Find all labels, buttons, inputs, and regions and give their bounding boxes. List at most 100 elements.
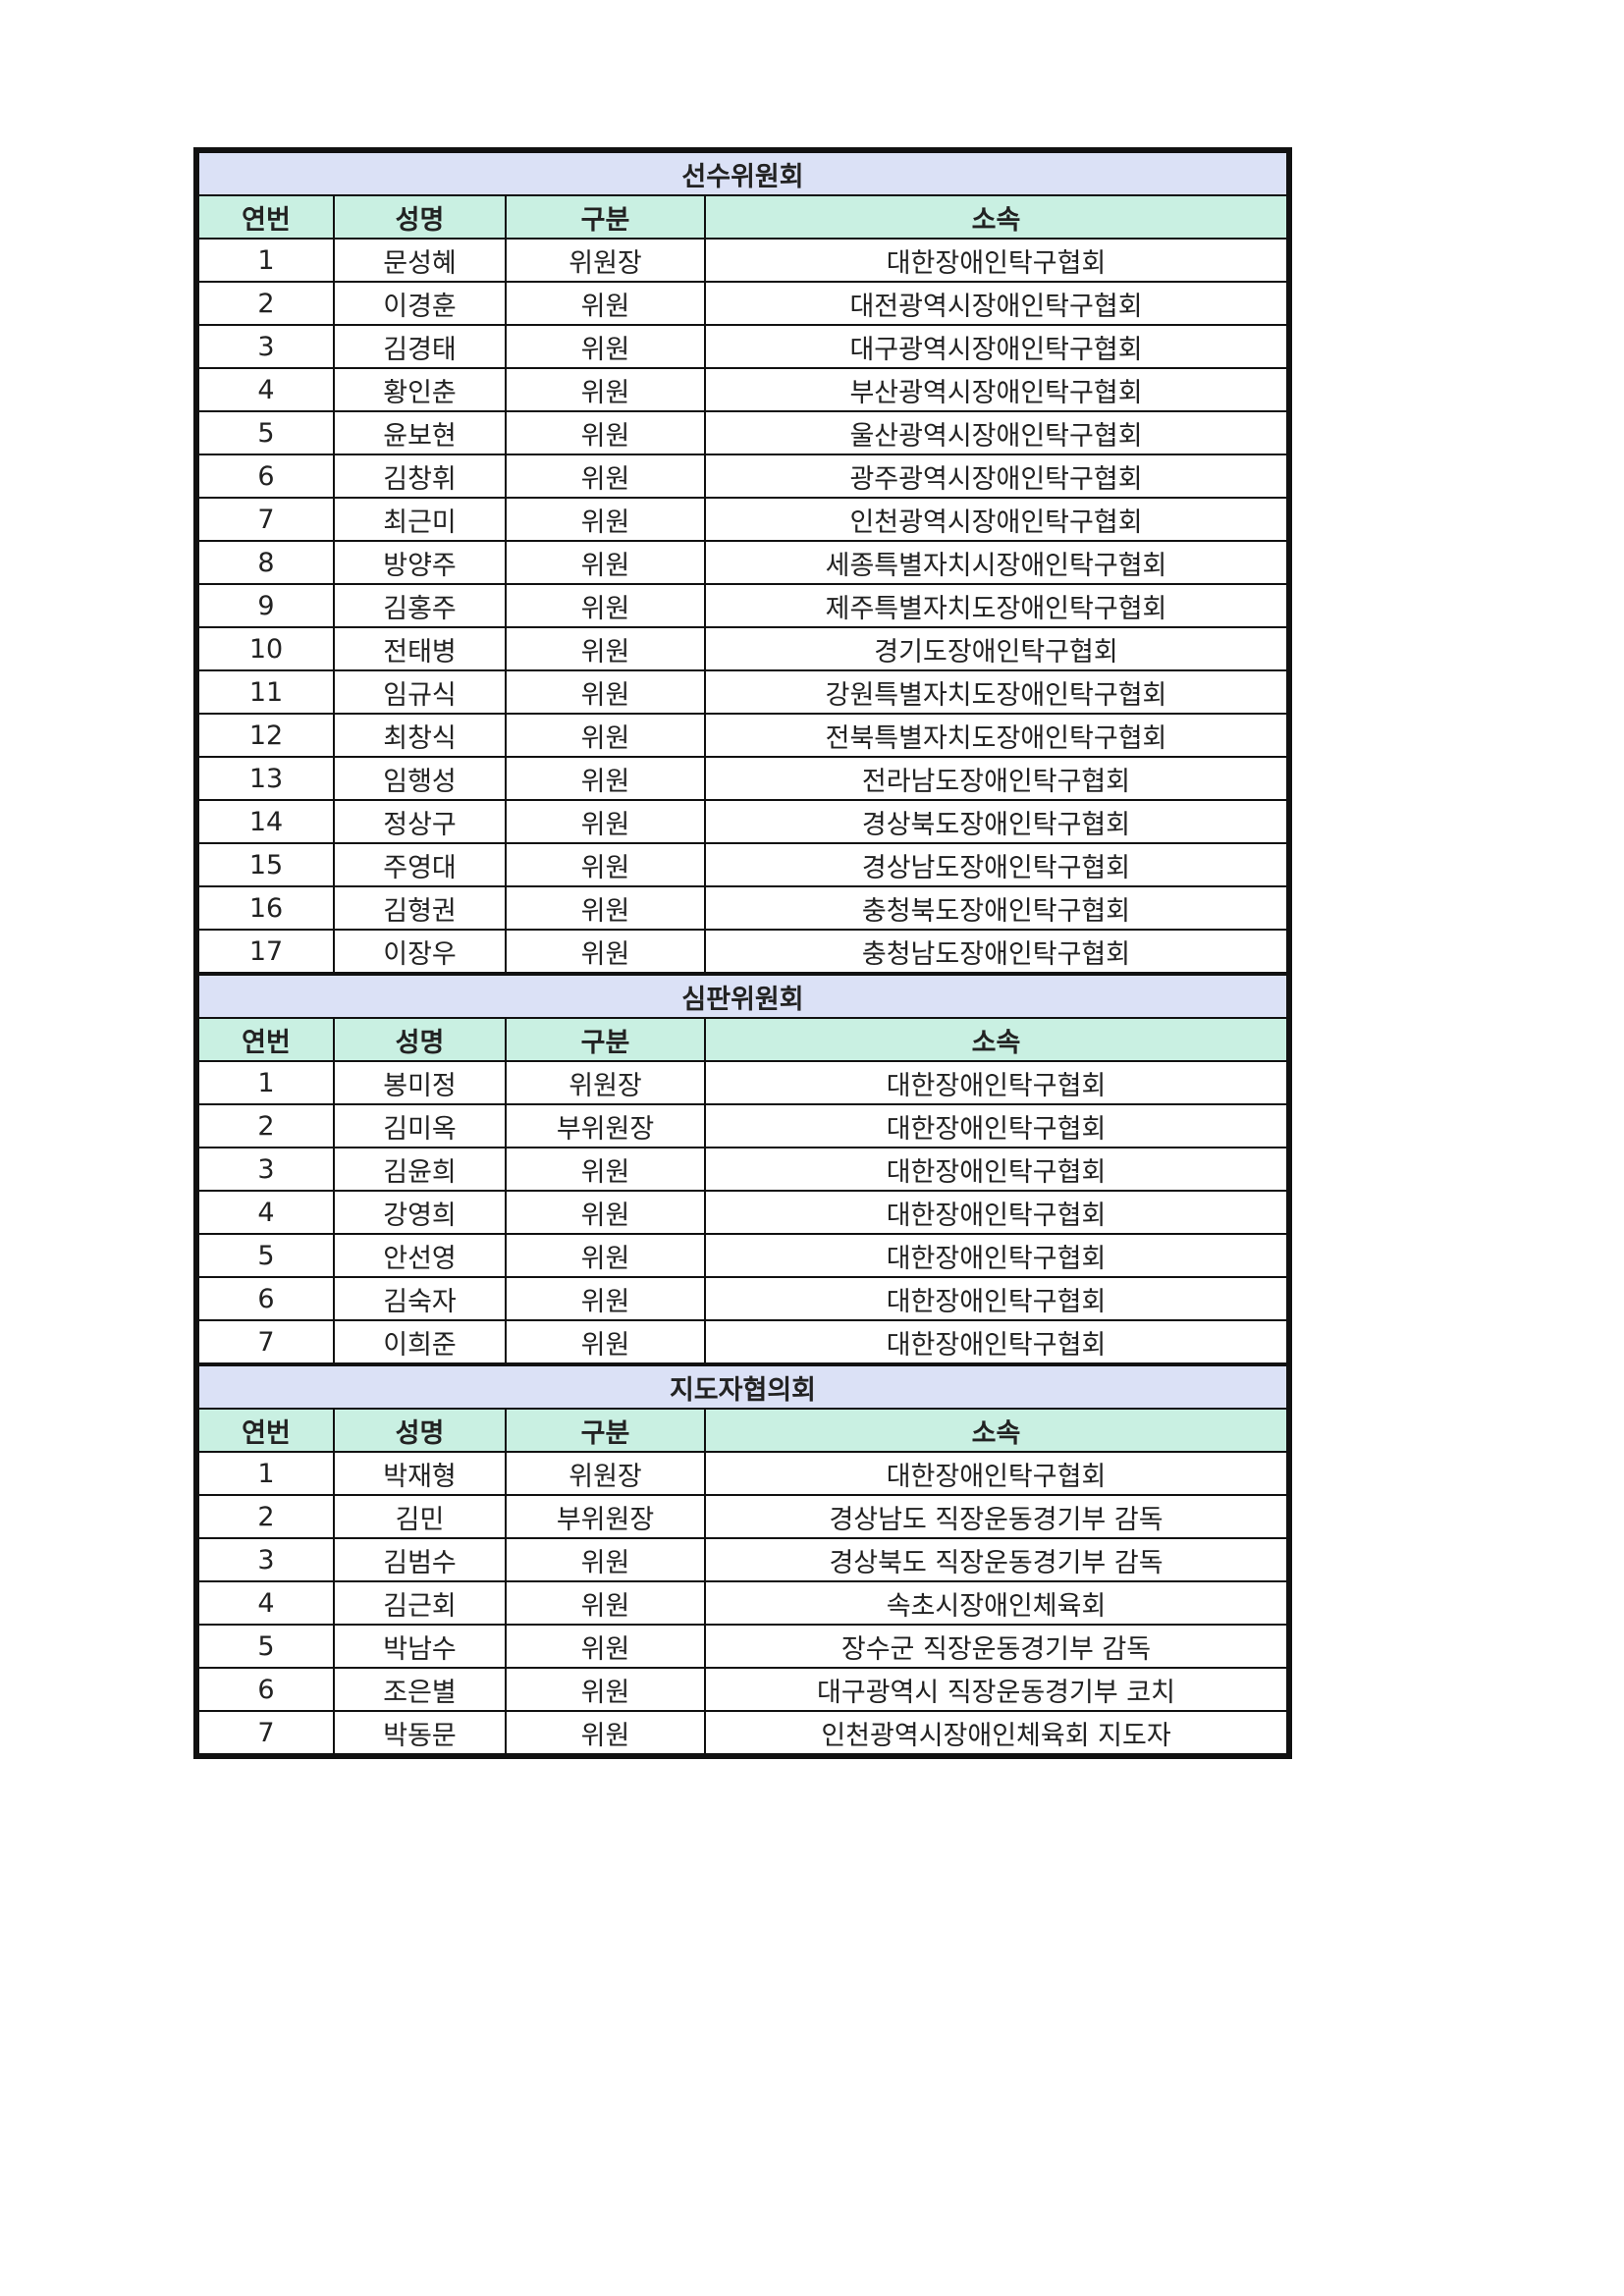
cell-number: 5	[197, 410, 335, 455]
cell-affiliation: 대구광역시 직장운동경기부 코치	[704, 1667, 1288, 1712]
cell-affiliation: 부산광역시장애인탁구협회	[704, 367, 1288, 412]
cell-name: 황인춘	[333, 367, 507, 412]
table-row: 6 김숙자 위원 대한장애인탁구협회	[197, 1276, 1288, 1321]
cell-name: 정상구	[333, 799, 507, 844]
cell-role: 위원	[505, 497, 706, 542]
column-header-row: 연번 성명 구분 소속	[197, 1017, 1288, 1062]
cell-role: 위원	[505, 1147, 706, 1192]
cell-role: 위원	[505, 540, 706, 585]
cell-role: 부위원장	[505, 1494, 706, 1539]
cell-affiliation: 광주광역시장애인탁구협회	[704, 454, 1288, 499]
table-row: 2 김민 부위원장 경상남도 직장운동경기부 감독	[197, 1494, 1288, 1539]
cell-name: 봉미정	[333, 1060, 507, 1105]
cell-role: 위원	[505, 626, 706, 671]
table-row: 4 김근회 위원 속초시장애인체육회	[197, 1580, 1288, 1626]
table-row: 5 안선영 위원 대한장애인탁구협회	[197, 1233, 1288, 1278]
cell-role: 부위원장	[505, 1103, 706, 1148]
cell-affiliation: 속초시장애인체육회	[704, 1580, 1288, 1626]
cell-name: 문성혜	[333, 238, 507, 283]
cell-name: 이희준	[333, 1319, 507, 1365]
column-header-name: 성명	[333, 194, 507, 240]
section-title-row: 지도자협의회	[197, 1362, 1288, 1410]
column-header-row: 연번 성명 구분 소속	[197, 1408, 1288, 1453]
section-title: 선수위원회	[197, 151, 1288, 196]
cell-role: 위원	[505, 324, 706, 369]
cell-role: 위원	[505, 281, 706, 326]
cell-role: 위원	[505, 367, 706, 412]
table-row: 13 임행성 위원 전라남도장애인탁구협회	[197, 756, 1288, 801]
cell-number: 2	[197, 281, 335, 326]
cell-affiliation: 인천광역시장애인체육회 지도자	[704, 1710, 1288, 1755]
cell-name: 김민	[333, 1494, 507, 1539]
cell-number: 7	[197, 1319, 335, 1365]
cell-number: 6	[197, 454, 335, 499]
cell-role: 위원	[505, 454, 706, 499]
cell-affiliation: 인천광역시장애인탁구협회	[704, 497, 1288, 542]
table-row: 16 김형권 위원 충청북도장애인탁구협회	[197, 885, 1288, 931]
cell-name: 김숙자	[333, 1276, 507, 1321]
cell-role: 위원	[505, 842, 706, 887]
table-row: 7 이희준 위원 대한장애인탁구협회	[197, 1319, 1288, 1365]
cell-number: 4	[197, 1580, 335, 1626]
cell-name: 이장우	[333, 929, 507, 975]
cell-name: 박동문	[333, 1710, 507, 1755]
cell-number: 7	[197, 1710, 335, 1755]
cell-name: 전태병	[333, 626, 507, 671]
table-row: 2 이경훈 위원 대전광역시장애인탁구협회	[197, 281, 1288, 326]
cell-name: 최근미	[333, 497, 507, 542]
cell-name: 임행성	[333, 756, 507, 801]
cell-affiliation: 경상남도장애인탁구협회	[704, 842, 1288, 887]
cell-number: 16	[197, 885, 335, 931]
table-row: 6 김창휘 위원 광주광역시장애인탁구협회	[197, 454, 1288, 499]
column-header-row: 연번 성명 구분 소속	[197, 194, 1288, 240]
cell-affiliation: 대전광역시장애인탁구협회	[704, 281, 1288, 326]
cell-name: 조은별	[333, 1667, 507, 1712]
cell-affiliation: 울산광역시장애인탁구협회	[704, 410, 1288, 455]
cell-role: 위원	[505, 1233, 706, 1278]
cell-number: 11	[197, 669, 335, 715]
cell-role: 위원	[505, 1580, 706, 1626]
cell-role: 위원	[505, 410, 706, 455]
section-title: 지도자협의회	[197, 1362, 1288, 1410]
cell-number: 17	[197, 929, 335, 975]
table-row: 7 박동문 위원 인천광역시장애인체육회 지도자	[197, 1710, 1288, 1755]
cell-name: 윤보현	[333, 410, 507, 455]
column-header-role: 구분	[505, 194, 706, 240]
cell-role: 위원장	[505, 1451, 706, 1496]
cell-role: 위원	[505, 929, 706, 975]
cell-affiliation: 대한장애인탁구협회	[704, 1190, 1288, 1235]
cell-name: 김미옥	[333, 1103, 507, 1148]
column-header-affiliation: 소속	[704, 194, 1288, 240]
table-row: 1 박재형 위원장 대한장애인탁구협회	[197, 1451, 1288, 1496]
cell-affiliation: 경상북도장애인탁구협회	[704, 799, 1288, 844]
cell-number: 5	[197, 1233, 335, 1278]
table-row: 8 방양주 위원 세종특별자치시장애인탁구협회	[197, 540, 1288, 585]
table-row: 4 황인춘 위원 부산광역시장애인탁구협회	[197, 367, 1288, 412]
cell-affiliation: 세종특별자치시장애인탁구협회	[704, 540, 1288, 585]
cell-number: 14	[197, 799, 335, 844]
cell-number: 8	[197, 540, 335, 585]
cell-affiliation: 대한장애인탁구협회	[704, 1147, 1288, 1192]
cell-affiliation: 대한장애인탁구협회	[704, 1319, 1288, 1365]
column-header-name: 성명	[333, 1017, 507, 1062]
table-row: 17 이장우 위원 충청남도장애인탁구협회	[197, 929, 1288, 975]
cell-role: 위원	[505, 799, 706, 844]
cell-affiliation: 충청북도장애인탁구협회	[704, 885, 1288, 931]
cell-number: 2	[197, 1103, 335, 1148]
cell-name: 박재형	[333, 1451, 507, 1496]
cell-name: 최창식	[333, 713, 507, 758]
column-header-role: 구분	[505, 1017, 706, 1062]
table-row: 7 최근미 위원 인천광역시장애인탁구협회	[197, 497, 1288, 542]
cell-name: 박남수	[333, 1624, 507, 1669]
cell-affiliation: 제주특별자치도장애인탁구협회	[704, 583, 1288, 628]
cell-name: 김범수	[333, 1537, 507, 1582]
cell-affiliation: 대한장애인탁구협회	[704, 1060, 1288, 1105]
cell-role: 위원	[505, 669, 706, 715]
cell-name: 안선영	[333, 1233, 507, 1278]
table-row: 1 문성혜 위원장 대한장애인탁구협회	[197, 238, 1288, 283]
cell-role: 위원	[505, 1624, 706, 1669]
cell-role: 위원	[505, 1276, 706, 1321]
table-row: 2 김미옥 부위원장 대한장애인탁구협회	[197, 1103, 1288, 1148]
cell-number: 4	[197, 1190, 335, 1235]
cell-role: 위원	[505, 713, 706, 758]
